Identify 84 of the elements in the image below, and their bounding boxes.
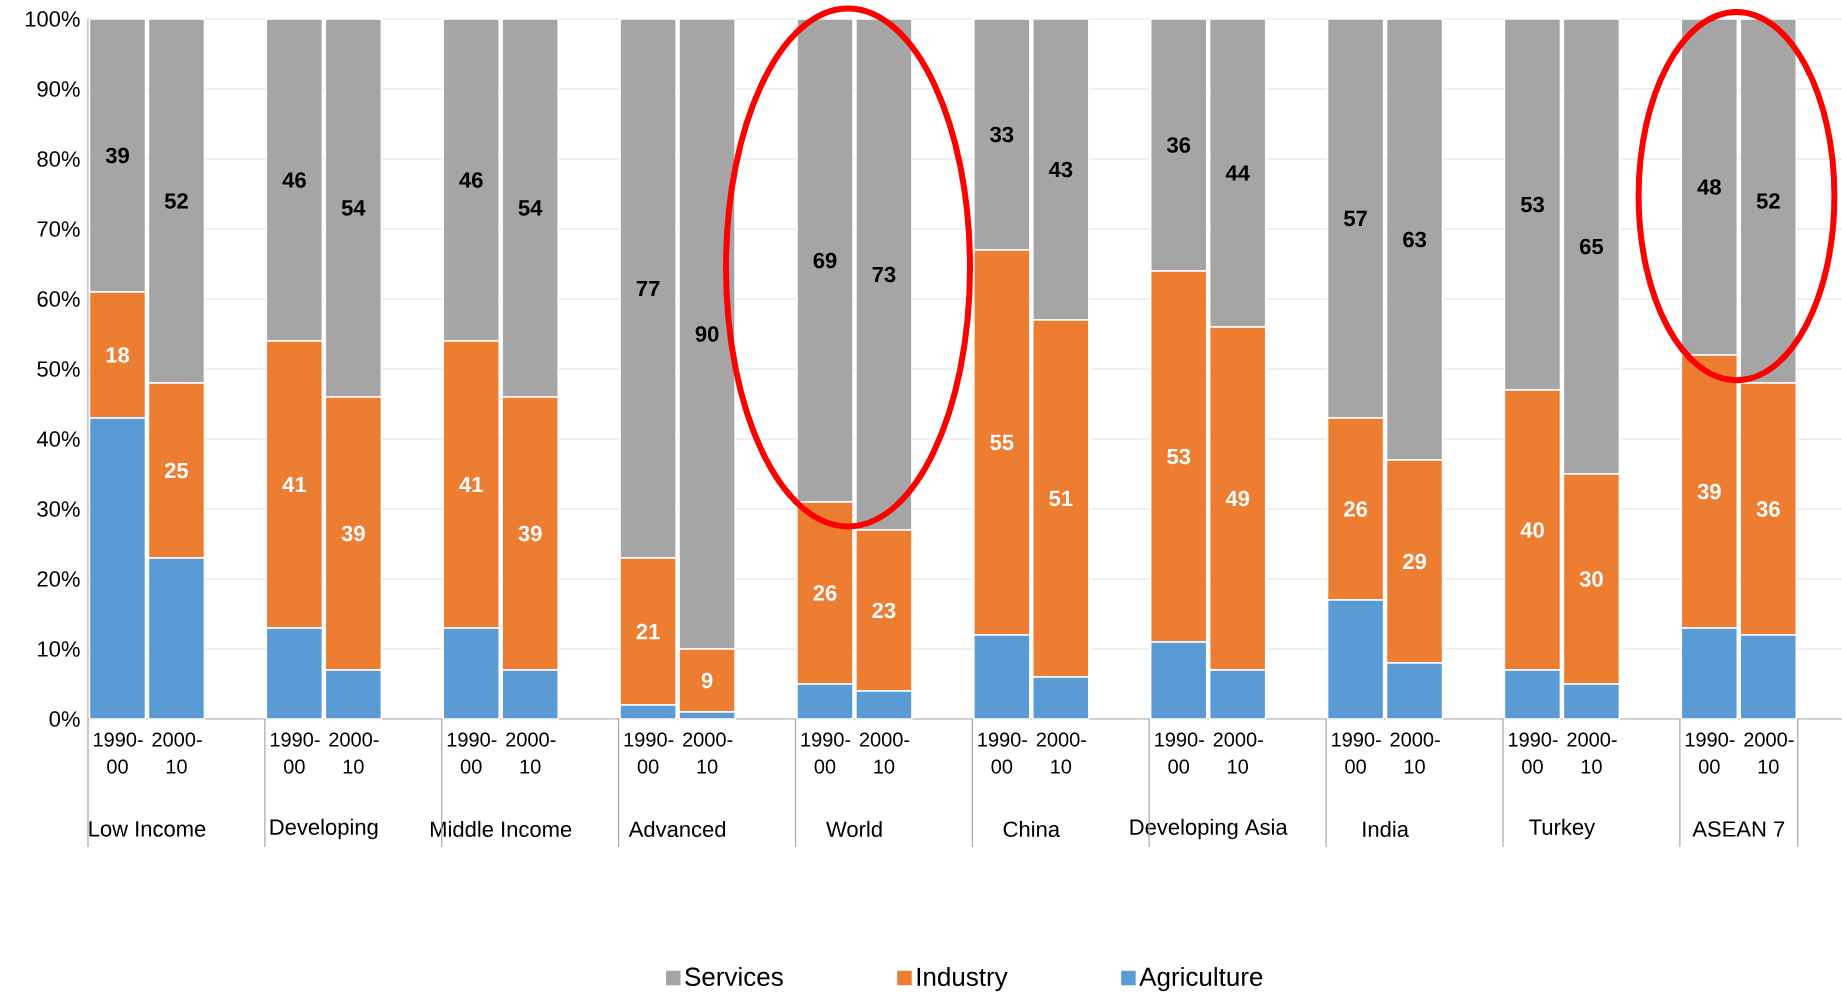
x-tick-label: 1990-00 [270,732,320,774]
x-tick-label: 2000-10 [152,732,202,774]
x-tick-label: 1990-00 [1508,732,1558,774]
x-tick-label: 2000-10 [1036,732,1087,774]
data-label: 36 [1166,137,1191,153]
data-label: 36 [1756,501,1780,517]
x-tick-label: 2000-10 [1744,732,1794,774]
text: Developing [270,818,378,840]
x-tick-label: 1990-00 [1155,732,1204,774]
data-label: 69 [813,252,837,269]
data-label: 43 [1048,161,1073,178]
data-label: 77 [636,280,660,297]
x-tick-label: 2000-10 [859,732,910,774]
data-label: 63 [1403,231,1427,248]
legend-label: Agriculture [1139,966,1263,992]
text: World [826,820,882,838]
x-tick-label: 1990-00 [978,732,1028,774]
data-label: 51 [1049,490,1073,507]
y-tick-label: 40% [36,431,80,447]
x-tick-label: 1990-00 [94,732,143,774]
y-tick-label: 90% [37,81,80,97]
x-tick-label: 2000-10 [1567,732,1617,774]
data-label: 54 [341,200,366,216]
data-label: 65 [1579,238,1604,255]
data-label: 33 [990,126,1014,143]
data-label: 90 [695,326,719,342]
y-tick-label: 60% [37,291,80,307]
y-tick-label: 100% [25,11,80,27]
x-tick-label: 2000-10 [1213,732,1263,774]
text: Advanced [628,820,726,838]
legend-label: Services [685,966,783,987]
text: China [1003,820,1061,838]
text: ASEAN 7 [1692,821,1785,837]
text: India [1363,820,1409,838]
y-tick-label: 70% [37,221,80,237]
x-tick-label: 1990-00 [1332,732,1381,774]
y-tick-label: 10% [38,641,80,657]
data-label: 25 [164,462,189,479]
data-label: 18 [106,347,130,363]
data-label: 39 [518,525,542,542]
x-tick-label: 2000-10 [1390,732,1440,774]
data-label: 73 [872,266,896,283]
data-label: 40 [1520,522,1544,538]
data-label: 41 [282,476,307,493]
x-tick-label: 2000-10 [329,732,379,774]
data-label: 46 [282,172,306,188]
y-tick-label: 20% [37,571,80,587]
data-label: 39 [341,525,365,542]
data-label: 26 [1344,501,1368,517]
data-label: 9 [701,672,713,689]
text: Developing Asia [1130,818,1288,840]
data-label: 48 [1697,179,1721,195]
y-tick-label: 50% [37,361,80,377]
data-label: 39 [1697,483,1721,500]
data-label: 39 [105,147,129,164]
y-tick-label: 80% [37,151,80,167]
data-label: 53 [1520,196,1544,213]
data-label: 54 [518,200,543,216]
data-label: 57 [1344,210,1367,227]
x-tick-label: 1990-00 [1685,732,1735,774]
data-label: 49 [1225,490,1250,507]
data-label: 53 [1167,448,1191,465]
data-label: 52 [1756,193,1780,209]
text: Middle Income [430,820,572,838]
text: Low Income [89,821,206,837]
x-tick-label: 2000-10 [683,732,733,774]
x-tick-label: 2000-10 [506,732,556,774]
data-label: 30 [1579,571,1603,587]
x-tick-label: 1990-00 [801,732,851,774]
data-label: 21 [636,623,660,640]
x-tick-label: 1990-00 [447,732,497,774]
data-label: 41 [459,476,483,493]
data-label: 23 [872,602,896,619]
y-tick-label: 30% [37,501,80,517]
text: Turkey [1529,818,1596,840]
y-tick-label: 0% [49,711,80,727]
legend-label: Industry [917,966,1008,992]
data-label: 46 [459,172,483,188]
data-label: 44 [1225,165,1250,181]
data-label: 26 [813,585,837,601]
x-tick-label: 1990-00 [624,732,674,774]
data-label: 29 [1403,553,1427,570]
data-label: 52 [164,193,188,209]
data-label: 55 [990,434,1014,451]
